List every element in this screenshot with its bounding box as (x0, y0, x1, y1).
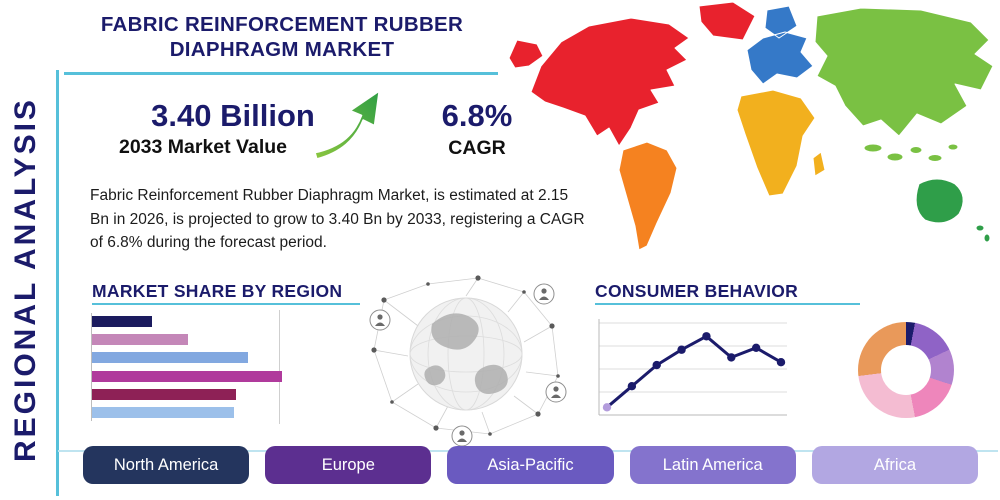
region-buttons: North America Europe Asia-Pacific Latin Ame… (83, 446, 979, 484)
cagr-stat: 6.8% (441, 98, 513, 133)
globe-continents (424, 313, 508, 394)
globe-network-illustration (369, 275, 567, 447)
line-chart-title: CONSUMER BEHAVIOR (595, 281, 799, 301)
top-accent-rule (64, 72, 498, 75)
market-value-label: 2033 Market Value (118, 136, 288, 158)
side-label-regional-analysis: REGIONAL ANALYSIS (9, 97, 42, 463)
region-button-north-america[interactable]: North America (83, 446, 250, 484)
map-region-europe (746, 5, 814, 85)
consumer-line-chart (598, 319, 787, 416)
world-map (508, 1, 994, 251)
region-button-latin-america[interactable]: Latin America (629, 446, 796, 484)
bar-segment-3 (92, 370, 282, 382)
line-chart-title-rule (595, 303, 860, 305)
region-bar-chart (92, 313, 292, 421)
market-description: Fabric Reinforcement Rubber Diaphragm Ma… (90, 187, 585, 252)
map-region-south-america (618, 141, 678, 251)
region-button-europe[interactable]: Europe (265, 446, 432, 484)
map-region-asia (814, 7, 994, 137)
map-region-australia (915, 178, 964, 224)
donut-chart-hole (881, 345, 931, 395)
map-region-new-zealand (975, 224, 991, 243)
bar-segment-0 (92, 316, 152, 327)
bar-chart-gridline (279, 310, 280, 424)
bar-segment-1 (92, 334, 188, 346)
bar-chart-title-rule (92, 303, 360, 305)
bar-chart-axis (91, 313, 92, 421)
bar-segment-4 (92, 388, 236, 400)
person-node-icon (369, 283, 567, 447)
region-button-asia-pacific[interactable]: Asia-Pacific (447, 446, 614, 484)
region-button-africa[interactable]: Africa (811, 446, 979, 484)
map-region-north-america (508, 17, 690, 147)
growth-arrow-icon (313, 89, 381, 161)
map-region-africa (736, 89, 826, 197)
bar-segment-2 (92, 352, 248, 364)
map-region-se-asia-islands (863, 143, 959, 162)
page-title: FABRIC REINFORCEMENT RUBBER DIAPHRAGM MA… (100, 13, 464, 61)
network-node-dots (371, 275, 560, 436)
market-value-stat: 3.40 Billion (151, 98, 315, 133)
bar-chart-title: MARKET SHARE BY REGION (92, 281, 343, 301)
cagr-label: CAGR (448, 137, 506, 159)
map-region-greenland (698, 1, 756, 41)
bar-segment-5 (92, 406, 234, 418)
left-accent-rule (56, 70, 59, 496)
